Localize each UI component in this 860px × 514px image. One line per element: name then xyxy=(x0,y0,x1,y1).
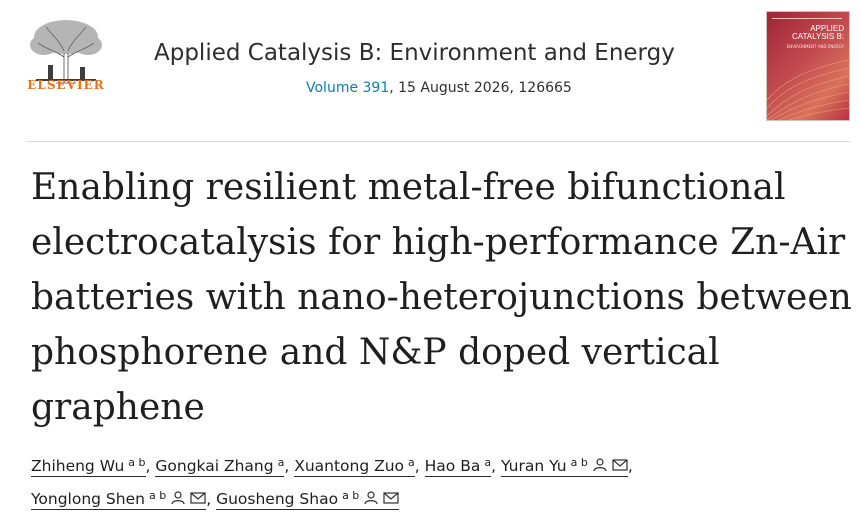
issue-meta: Volume 391, 15 August 2026, 126665 xyxy=(306,80,572,96)
person-icon xyxy=(171,491,185,505)
author-name: Xuantong Zuo xyxy=(294,457,405,475)
cover-artwork xyxy=(767,59,849,120)
author-affiliation: a b xyxy=(342,489,360,502)
author-affiliation: a b xyxy=(570,456,588,469)
journal-cover-thumbnail[interactable]: APPLIED CATALYSIS B: ENVIRONMENT AND ENE… xyxy=(767,12,849,120)
author-link[interactable]: Hao Ba a xyxy=(424,456,492,477)
author-link[interactable]: Guosheng Shao a b xyxy=(216,489,400,510)
author-affiliation: a b xyxy=(148,489,167,502)
header-divider xyxy=(26,141,850,142)
cover-subtitle: ENVIRONMENT AND ENERGY xyxy=(786,44,844,49)
author-separator: , xyxy=(491,457,501,475)
author-separator: , xyxy=(284,457,295,475)
cover-title: APPLIED CATALYSIS B: xyxy=(791,24,844,41)
envelope-icon xyxy=(612,459,628,471)
person-icon xyxy=(364,491,378,505)
author-list: Zhiheng Wu a b, Gongkai Zhang a, Xuantong … xyxy=(31,448,821,514)
author-separator: , xyxy=(145,457,156,475)
author-name: Gongkai Zhang xyxy=(155,457,274,475)
author-separator: , xyxy=(206,490,217,508)
author-name: Guosheng Shao xyxy=(216,490,339,508)
elsevier-tree-logo[interactable] xyxy=(26,8,106,96)
author-separator: , xyxy=(627,457,633,475)
author-affiliation: a xyxy=(484,456,492,469)
author-name: Yonglong Shen xyxy=(31,490,145,508)
person-icon xyxy=(593,458,607,472)
author-affiliation: a xyxy=(277,456,285,469)
author-name: Yuran Yu xyxy=(500,457,567,475)
envelope-icon xyxy=(190,492,206,504)
author-link[interactable]: Yuran Yu a b xyxy=(500,456,628,477)
author-link[interactable]: Xuantong Zuo a xyxy=(294,456,415,477)
cover-header-strip xyxy=(772,17,842,21)
author-affiliation: a b xyxy=(128,456,146,469)
author-name: Zhiheng Wu xyxy=(31,457,125,475)
author-separator: , xyxy=(414,457,425,475)
publisher-name: ELSEVIER xyxy=(27,78,105,92)
author-affiliation: a xyxy=(408,456,415,469)
volume-link[interactable]: Volume 391 xyxy=(306,80,390,96)
author-link[interactable]: Yonglong Shen a b xyxy=(31,489,207,510)
issue-info: , 15 August 2026, 126665 xyxy=(389,80,572,96)
journal-header: ELSEVIER Applied Catalysis B: Environmen… xyxy=(0,0,860,130)
article-title: Enabling resilient metal-free bifunction… xyxy=(31,167,852,428)
author-name: Hao Ba xyxy=(424,457,481,475)
journal-title[interactable]: Applied Catalysis B: Environment and Ene… xyxy=(154,40,675,66)
author-link[interactable]: Zhiheng Wu a b xyxy=(31,456,146,477)
author-link[interactable]: Gongkai Zhang a xyxy=(155,456,285,477)
envelope-icon xyxy=(383,492,399,504)
